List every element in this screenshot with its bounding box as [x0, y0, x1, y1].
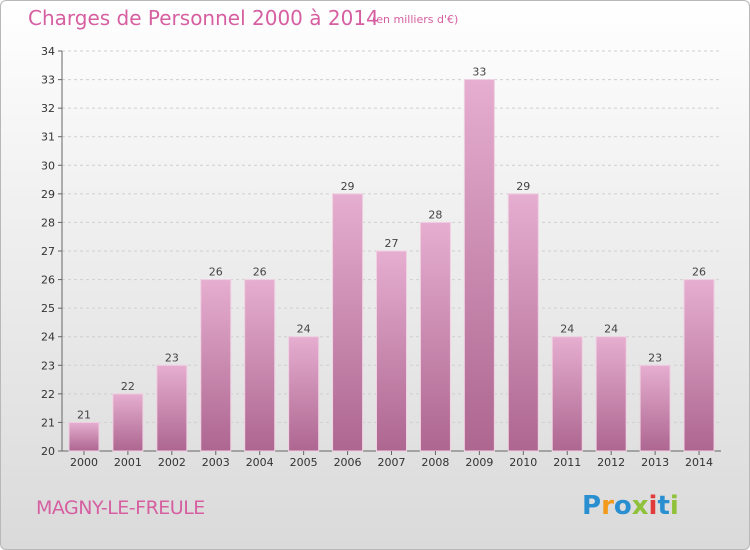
x-tick-label: 2000 — [70, 456, 98, 469]
bar — [200, 279, 232, 452]
data-label: 27 — [385, 237, 399, 250]
bar — [683, 279, 715, 452]
data-label: 33 — [472, 66, 486, 79]
data-label: 24 — [604, 323, 618, 336]
x-tick-label: 2006 — [334, 456, 362, 469]
data-label: 28 — [428, 208, 442, 221]
bar — [332, 193, 364, 452]
x-tick-label: 2008 — [421, 456, 449, 469]
y-tick-label: 33 — [41, 74, 55, 87]
data-label: 29 — [341, 180, 355, 193]
y-tick-label: 26 — [41, 274, 55, 287]
data-label: 29 — [516, 180, 530, 193]
x-tick-label: 2007 — [378, 456, 406, 469]
y-tick-label: 28 — [41, 216, 55, 229]
x-tick-label: 2002 — [158, 456, 186, 469]
data-label: 21 — [77, 408, 91, 421]
y-tick-label: 21 — [41, 416, 55, 429]
proxiti-logo[interactable]: Proxiti — [582, 491, 679, 521]
x-tick-label: 2013 — [641, 456, 669, 469]
bar — [419, 221, 451, 452]
data-label: 24 — [297, 323, 311, 336]
x-tick-label: 2010 — [509, 456, 537, 469]
chart-subtitle: (en milliers d'€) — [372, 13, 459, 26]
y-tick-label: 24 — [41, 331, 55, 344]
x-tick-label: 2012 — [597, 456, 625, 469]
y-tick-label: 32 — [41, 102, 55, 115]
y-tick-label: 25 — [41, 302, 55, 315]
data-label: 22 — [121, 380, 135, 393]
y-tick-label: 23 — [41, 359, 55, 372]
data-label: 26 — [692, 266, 706, 279]
city-name: MAGNY-LE-FREULE — [36, 497, 205, 519]
y-tick-label: 30 — [41, 159, 55, 172]
x-tick-label: 2005 — [290, 456, 318, 469]
bar — [639, 364, 671, 452]
x-tick-label: 2011 — [553, 456, 581, 469]
bar — [244, 279, 276, 452]
y-tick-label: 29 — [41, 188, 55, 201]
bar — [68, 421, 100, 452]
x-tick-label: 2003 — [202, 456, 230, 469]
bar — [507, 193, 539, 452]
bar — [595, 336, 627, 452]
bar — [156, 364, 188, 452]
y-tick-label: 34 — [41, 45, 55, 58]
data-label: 23 — [165, 351, 179, 364]
y-tick-label: 27 — [41, 245, 55, 258]
y-tick-label: 31 — [41, 131, 55, 144]
chart-title: Charges de Personnel 2000 à 2014 — [28, 6, 379, 30]
y-tick-label: 22 — [41, 388, 55, 401]
data-label: 23 — [648, 351, 662, 364]
x-tick-label: 2014 — [685, 456, 713, 469]
bar — [376, 250, 407, 452]
x-tick-label: 2001 — [114, 456, 142, 469]
y-tick-label: 20 — [41, 445, 55, 458]
data-label: 26 — [253, 266, 267, 279]
bar — [551, 336, 583, 452]
bar — [288, 336, 320, 452]
x-tick-label: 2004 — [246, 456, 274, 469]
bar — [112, 393, 144, 452]
x-tick-label: 2009 — [465, 456, 493, 469]
data-label: 26 — [209, 266, 223, 279]
data-label: 24 — [560, 323, 574, 336]
bar — [463, 79, 495, 452]
